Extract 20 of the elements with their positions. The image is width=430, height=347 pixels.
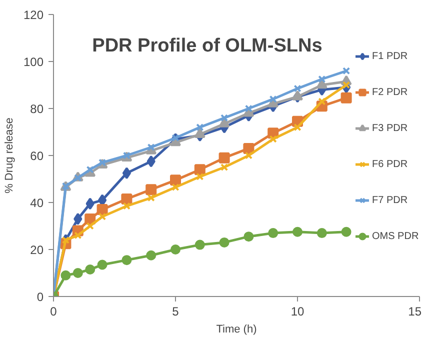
legend-label: F2 PDR <box>372 86 408 98</box>
y-tick-label: 80 <box>30 102 44 116</box>
y-tick-label: 100 <box>23 55 44 69</box>
x-tick-label: 10 <box>290 304 304 318</box>
text: PDR Profile of OLM-SLNs <box>92 36 322 56</box>
legend-label: F3 PDR <box>372 122 408 134</box>
x-tick-label: 15 <box>408 304 422 318</box>
x-tick-label: 0 <box>50 304 58 318</box>
y-tick-label: 60 <box>30 149 44 163</box>
y-axis-title: % Drug release <box>3 118 16 194</box>
y-tick-label: 40 <box>30 196 44 210</box>
x-tick-label: 5 <box>172 304 180 318</box>
y-tick-label: 120 <box>23 8 44 22</box>
legend-label: OMS PDR <box>372 230 419 242</box>
x-axis-title: Time (h) <box>216 324 257 336</box>
y-tick-label: 20 <box>30 243 44 257</box>
legend-label: F6 PDR <box>372 158 408 170</box>
y-tick-label: 0 <box>36 290 44 304</box>
legend-label: F7 PDR <box>372 194 408 206</box>
legend-label: F1 PDR <box>372 50 408 62</box>
